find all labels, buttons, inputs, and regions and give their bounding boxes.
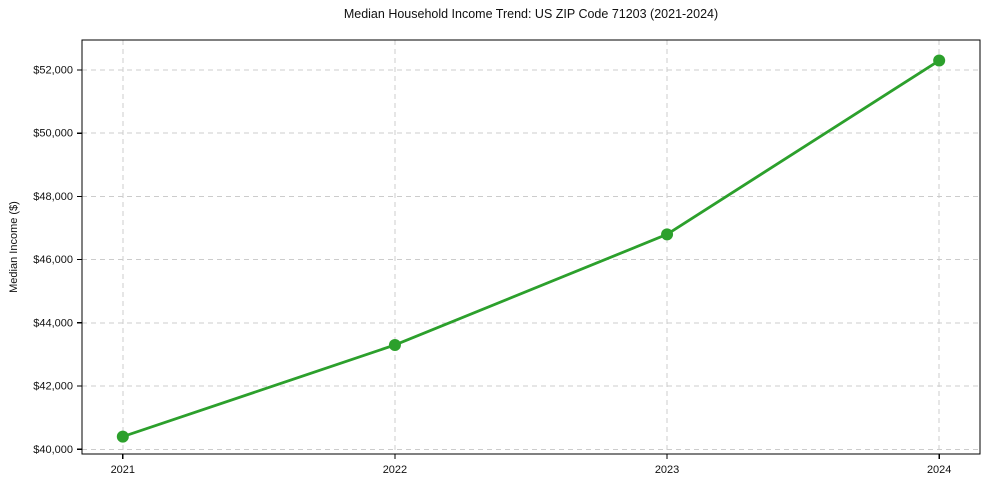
- data-point: [661, 228, 674, 241]
- data-point: [933, 54, 946, 67]
- y-tick-label: $40,000: [33, 444, 73, 456]
- y-tick-label: $46,000: [33, 254, 73, 266]
- data-line: [121, 59, 941, 439]
- y-tick-label: $44,000: [33, 317, 73, 329]
- x-tick-label: 2022: [383, 464, 407, 476]
- chart-title: Median Household Income Trend: US ZIP Co…: [343, 7, 719, 21]
- data-point: [388, 338, 401, 351]
- plot-frame: [81, 39, 981, 455]
- x-tick-label: 2024: [927, 464, 951, 476]
- y-tick-label: $48,000: [33, 191, 73, 203]
- y-tick-label: $52,000: [33, 65, 73, 77]
- x-tick-label: 2023: [655, 464, 679, 476]
- y-tick-label: $42,000: [33, 381, 73, 393]
- data-point: [116, 430, 129, 443]
- x-tick-label: 2021: [111, 464, 135, 476]
- y-tick-label: $50,000: [33, 128, 73, 140]
